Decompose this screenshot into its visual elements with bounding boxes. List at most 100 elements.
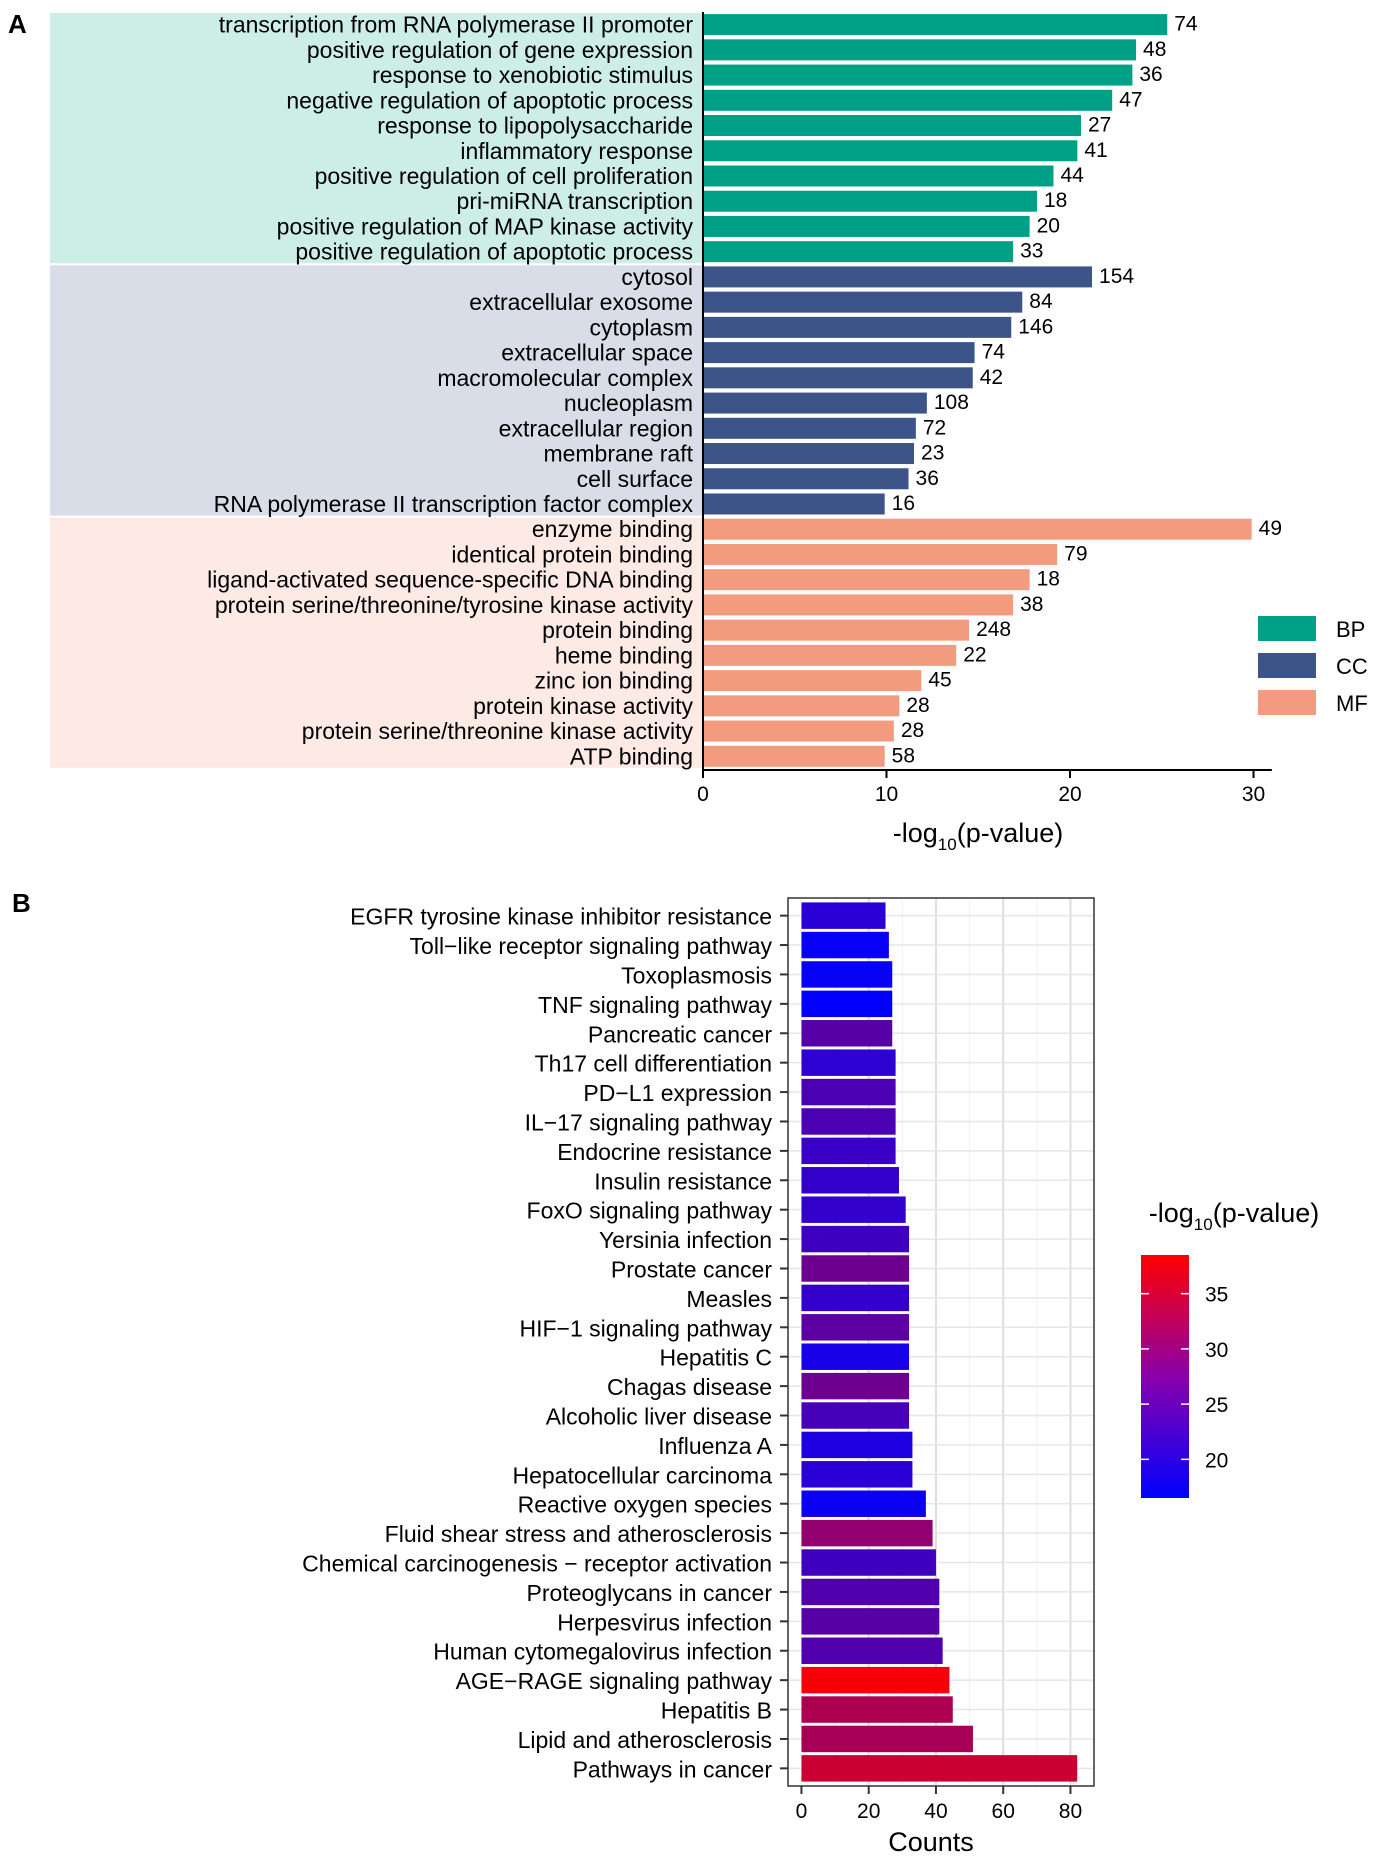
group-band-cc	[50, 265, 703, 516]
kegg-bar	[801, 902, 886, 929]
kegg-bar	[801, 931, 889, 959]
x-tick-label: 20	[1058, 783, 1081, 806]
kegg-term-label: Reactive oxygen species	[518, 1492, 772, 1518]
go-term-label: ATP binding	[570, 743, 693, 769]
x-tick-label: 30	[1242, 783, 1265, 806]
kegg-term-label: Alcoholic liver disease	[546, 1404, 772, 1430]
kegg-term-label: Hepatitis B	[661, 1698, 772, 1724]
go-bar	[703, 644, 957, 666]
kegg-term-label: FoxO signaling pathway	[527, 1198, 773, 1224]
kegg-bar	[801, 1461, 913, 1488]
go-term-label: response to xenobiotic stimulus	[372, 62, 693, 88]
go-bar	[703, 392, 927, 414]
legend-swatch-mf	[1258, 690, 1316, 715]
kegg-bar	[801, 1608, 940, 1635]
go-count-label: 28	[906, 694, 929, 717]
go-term-label: cytoplasm	[589, 314, 693, 340]
panel-a-go-chart: transcription from RNA polymerase II pro…	[50, 12, 1368, 854]
legend-label-bp: BP	[1336, 617, 1365, 642]
go-bar	[703, 468, 909, 490]
kegg-bar	[801, 1372, 910, 1400]
kegg-bar	[801, 1255, 910, 1282]
go-count-label: 22	[963, 643, 986, 666]
kegg-term-label: Hepatitis C	[660, 1345, 772, 1371]
go-term-label: positive regulation of MAP kinase activi…	[277, 213, 694, 239]
legend-swatch-bp	[1258, 616, 1316, 641]
go-count-label: 36	[1139, 63, 1162, 86]
go-bar	[703, 518, 1252, 540]
x-tick-label: 40	[924, 1800, 947, 1823]
kegg-term-label: Herpesvirus infection	[557, 1609, 772, 1635]
go-bar	[703, 115, 1082, 137]
go-count-label: 33	[1020, 240, 1043, 263]
go-bar	[703, 619, 970, 641]
kegg-term-label: Endocrine resistance	[557, 1139, 772, 1165]
kegg-bar	[801, 1225, 910, 1253]
go-bar	[703, 291, 1023, 313]
go-bar	[703, 720, 894, 742]
group-band-bp	[50, 13, 703, 264]
go-bar	[703, 443, 915, 465]
go-count-label: 72	[923, 416, 946, 439]
kegg-bar	[801, 1196, 906, 1223]
kegg-bar	[801, 1314, 910, 1341]
go-count-label: 248	[976, 618, 1011, 641]
kegg-bar	[801, 990, 893, 1018]
kegg-term-label: AGE−RAGE signaling pathway	[456, 1668, 773, 1694]
kegg-term-label: Lipid and atherosclerosis	[518, 1727, 772, 1753]
go-bar	[703, 367, 973, 389]
kegg-bar	[801, 961, 893, 988]
go-count-label: 146	[1018, 315, 1053, 338]
go-count-label: 18	[1044, 189, 1067, 212]
colorbar-tick-label: 20	[1205, 1449, 1228, 1472]
colorbar-tick-label: 30	[1205, 1339, 1228, 1362]
kegg-bar	[801, 1108, 896, 1135]
panel-b-kegg-chart: EGFR tyrosine kinase inhibitor resistanc…	[302, 897, 1319, 1857]
kegg-bar	[801, 1549, 936, 1576]
go-count-label: 36	[916, 467, 939, 490]
kegg-bar	[801, 1167, 899, 1194]
go-term-label: positive regulation of gene expression	[307, 37, 693, 63]
kegg-bar	[801, 1049, 896, 1076]
kegg-term-label: Fluid shear stress and atherosclerosis	[385, 1521, 772, 1547]
go-bar	[703, 493, 885, 515]
kegg-term-label: Pathways in cancer	[573, 1756, 773, 1782]
go-bar	[703, 266, 1093, 288]
go-term-label: nucleoplasm	[564, 390, 693, 416]
x-tick-label: 0	[697, 783, 709, 806]
kegg-bar	[801, 1431, 913, 1459]
go-count-label: 154	[1099, 265, 1134, 288]
legend-label-mf: MF	[1336, 691, 1368, 716]
go-term-label: RNA polymerase II transcription factor c…	[214, 491, 694, 517]
kegg-bar	[801, 1637, 943, 1664]
go-bar	[703, 417, 916, 439]
kegg-term-label: IL−17 signaling pathway	[525, 1109, 773, 1135]
go-count-label: 79	[1064, 542, 1087, 565]
kegg-bar	[801, 1725, 973, 1753]
go-term-label: extracellular region	[499, 415, 693, 441]
go-bar	[703, 695, 900, 717]
go-term-label: heme binding	[555, 642, 693, 668]
go-bar	[703, 89, 1113, 111]
go-term-label: cell surface	[577, 466, 693, 492]
kegg-term-label: TNF signaling pathway	[538, 992, 772, 1018]
colorbar-tick-label: 25	[1205, 1394, 1228, 1417]
go-bar	[703, 342, 975, 364]
x-tick-label: 0	[796, 1800, 808, 1823]
kegg-term-label: Human cytomegalovirus infection	[433, 1639, 772, 1665]
go-term-label: protein serine/threonine kinase activity	[302, 718, 694, 744]
go-term-label: pri-miRNA transcription	[457, 188, 693, 214]
go-bar	[703, 64, 1133, 86]
go-count-label: 28	[901, 719, 924, 742]
go-term-label: identical protein binding	[451, 541, 693, 567]
kegg-term-label: Yersinia infection	[599, 1227, 772, 1253]
go-count-label: 20	[1037, 214, 1060, 237]
go-bar	[703, 670, 922, 692]
go-term-label: extracellular exosome	[469, 289, 693, 315]
legend-label-cc: CC	[1336, 654, 1368, 679]
kegg-bar	[801, 1020, 893, 1047]
go-bar	[703, 165, 1054, 187]
go-bar	[703, 241, 1014, 263]
go-term-label: protein binding	[542, 617, 693, 643]
kegg-term-label: Hepatocellular carcinoma	[512, 1462, 772, 1488]
